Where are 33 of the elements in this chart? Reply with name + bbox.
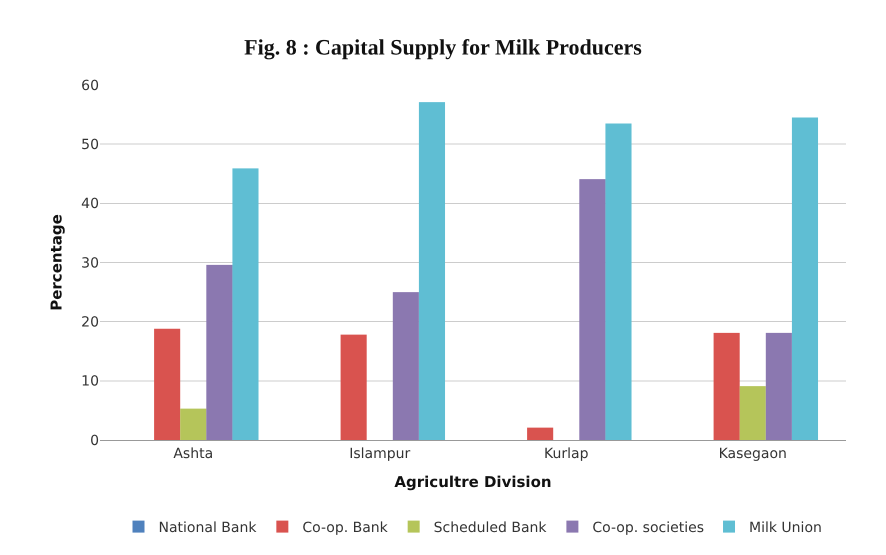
legend-label: National Bank: [158, 520, 258, 536]
y-tick-label: 60: [81, 78, 99, 94]
bar: [527, 428, 554, 440]
bar: [206, 264, 232, 440]
bar: [766, 332, 792, 440]
bar: [232, 168, 259, 440]
bar: [714, 332, 740, 440]
bar: [154, 328, 180, 440]
legend-label: Co-op. Bank: [302, 520, 389, 536]
x-tick-label: Ashta: [173, 446, 214, 462]
legend-label: Scheduled Bank: [434, 520, 548, 536]
bar: [392, 292, 419, 440]
y-axis-title: Percentage: [47, 214, 66, 311]
x-tick-label: Islampur: [349, 446, 411, 462]
y-tick-label: 30: [81, 255, 99, 272]
bar: [579, 179, 606, 440]
legend-label: Milk Union: [749, 520, 822, 536]
bar: [605, 123, 632, 440]
legend-label: Co-op. societies: [592, 520, 704, 536]
bar: [740, 386, 766, 440]
y-tick-label: 10: [81, 374, 99, 390]
bar: [340, 334, 367, 440]
y-tick-label: 40: [81, 196, 99, 212]
bar: [418, 102, 446, 440]
x-tick-label: Kurlap: [544, 446, 589, 462]
bar: [180, 408, 206, 440]
y-tick-label: 50: [81, 137, 99, 154]
x-tick-label: Kasegaon: [718, 446, 787, 462]
x-axis-title: Agricultre Division: [394, 472, 552, 491]
bar: [792, 118, 818, 440]
y-tick-label: 0: [90, 432, 99, 449]
chart-title: Fig. 8 : Capital Supply for Milk Producers: [244, 34, 642, 60]
y-tick-label: 20: [81, 314, 99, 331]
